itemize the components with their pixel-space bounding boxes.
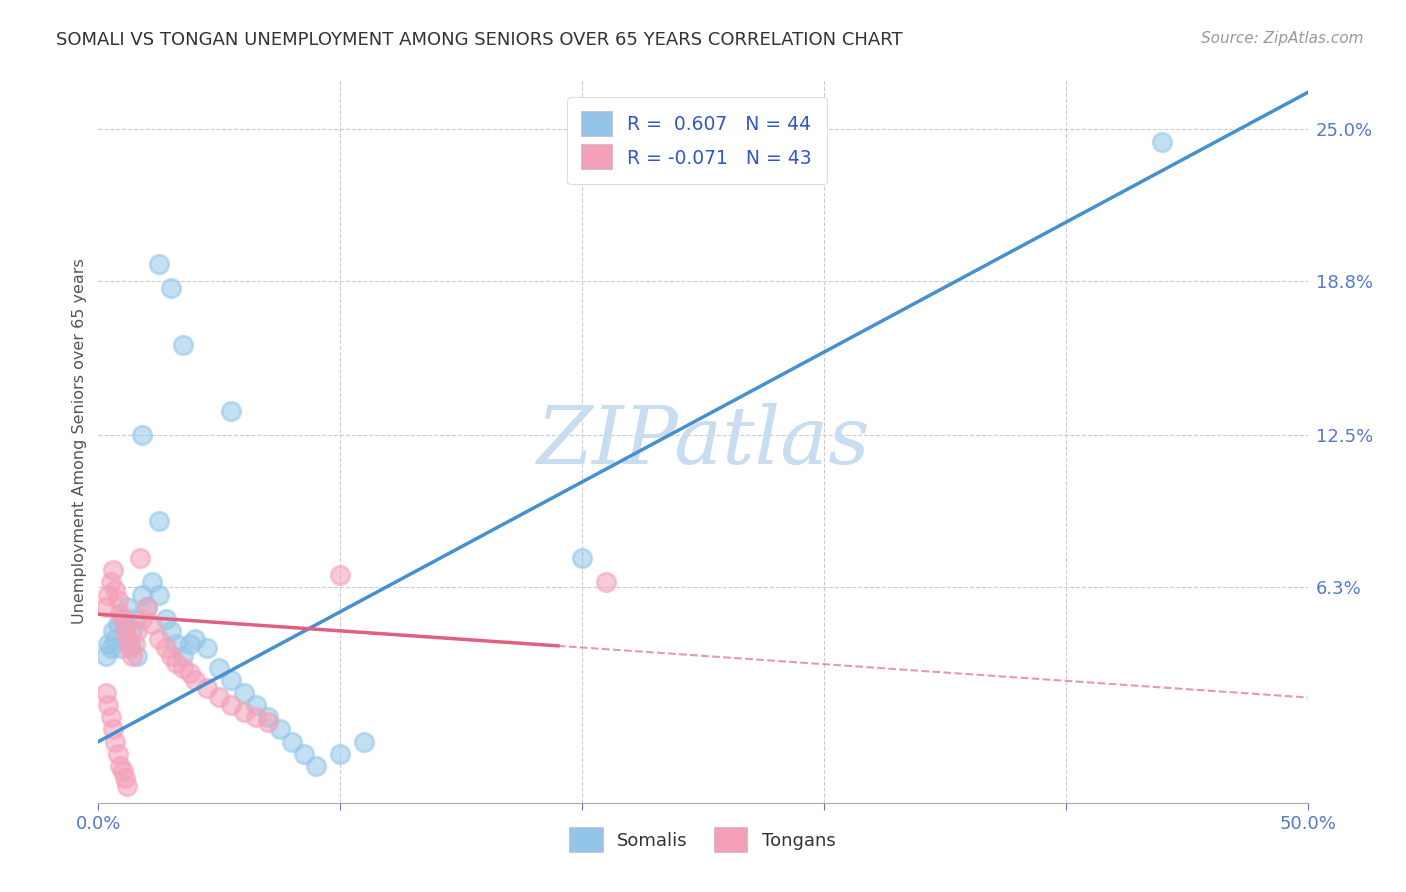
Point — [329, 747, 352, 761]
Text: SOMALI VS TONGAN UNEMPLOYMENT AMONG SENIORS OVER 65 YEARS CORRELATION CHART: SOMALI VS TONGAN UNEMPLOYMENT AMONG SENI… — [56, 31, 903, 49]
Point — [195, 681, 218, 695]
Point — [107, 747, 129, 761]
Point — [100, 575, 122, 590]
Point — [127, 624, 149, 639]
Point — [148, 588, 170, 602]
Point — [121, 648, 143, 663]
Point — [135, 599, 157, 614]
Point — [221, 698, 243, 712]
Point — [100, 641, 122, 656]
Point — [245, 698, 267, 712]
Point — [117, 779, 139, 793]
Point — [114, 632, 136, 646]
Point — [111, 612, 134, 626]
Point — [595, 575, 617, 590]
Point — [111, 764, 134, 778]
Point — [155, 641, 177, 656]
Point — [292, 747, 315, 761]
Point — [131, 428, 153, 442]
Point — [104, 734, 127, 748]
Point — [208, 690, 231, 705]
Point — [160, 624, 183, 639]
Point — [124, 637, 146, 651]
Point — [353, 734, 375, 748]
Point — [256, 710, 278, 724]
Point — [160, 281, 183, 295]
Point — [124, 612, 146, 626]
Point — [179, 665, 201, 680]
Point — [245, 710, 267, 724]
Point — [94, 648, 117, 663]
Point — [104, 632, 127, 646]
Point — [141, 575, 163, 590]
Point — [94, 599, 117, 614]
Point — [269, 723, 291, 737]
Point — [101, 624, 124, 639]
Point — [101, 563, 124, 577]
Point — [148, 632, 170, 646]
Point — [184, 632, 207, 646]
Point — [148, 257, 170, 271]
Point — [127, 648, 149, 663]
Point — [104, 582, 127, 597]
Point — [141, 617, 163, 632]
Y-axis label: Unemployment Among Seniors over 65 years: Unemployment Among Seniors over 65 years — [72, 259, 87, 624]
Point — [117, 632, 139, 646]
Point — [281, 734, 304, 748]
Point — [160, 648, 183, 663]
Point — [107, 592, 129, 607]
Point — [118, 637, 141, 651]
Point — [121, 624, 143, 639]
Text: Source: ZipAtlas.com: Source: ZipAtlas.com — [1201, 31, 1364, 46]
Point — [114, 624, 136, 639]
Point — [1152, 135, 1174, 149]
Point — [256, 714, 278, 729]
Legend: Somalis, Tongans: Somalis, Tongans — [564, 822, 842, 859]
Point — [101, 723, 124, 737]
Point — [128, 550, 150, 565]
Point — [97, 698, 120, 712]
Point — [165, 637, 187, 651]
Text: ZIPatlas: ZIPatlas — [536, 403, 870, 480]
Point — [165, 656, 187, 670]
Point — [108, 759, 131, 773]
Point — [155, 612, 177, 626]
Point — [329, 568, 352, 582]
Point — [208, 661, 231, 675]
Point — [94, 685, 117, 699]
Point — [172, 338, 194, 352]
Point — [148, 514, 170, 528]
Point — [108, 641, 131, 656]
Point — [571, 550, 593, 565]
Point — [179, 637, 201, 651]
Point — [221, 404, 243, 418]
Point — [114, 772, 136, 786]
Point — [135, 599, 157, 614]
Point — [305, 759, 328, 773]
Point — [111, 612, 134, 626]
Point — [195, 641, 218, 656]
Point — [107, 617, 129, 632]
Point — [131, 588, 153, 602]
Point — [118, 641, 141, 656]
Point — [117, 599, 139, 614]
Point — [184, 673, 207, 688]
Point — [172, 661, 194, 675]
Point — [97, 588, 120, 602]
Point — [100, 710, 122, 724]
Point — [221, 673, 243, 688]
Point — [131, 612, 153, 626]
Point — [97, 637, 120, 651]
Point — [108, 607, 131, 622]
Point — [232, 685, 254, 699]
Point — [232, 705, 254, 719]
Point — [172, 648, 194, 663]
